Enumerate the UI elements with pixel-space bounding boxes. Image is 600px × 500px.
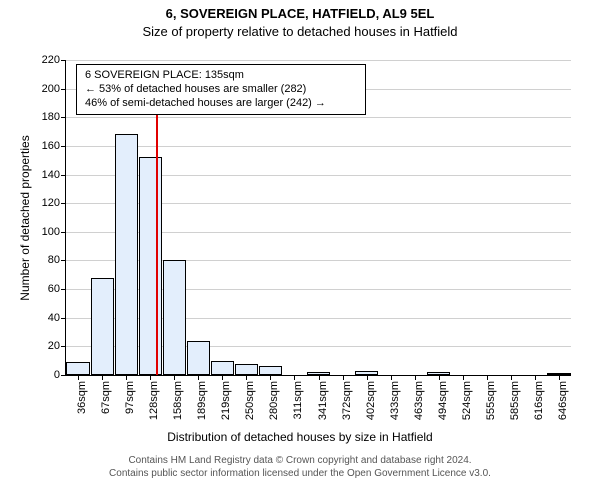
x-tick-label: 219sqm bbox=[220, 381, 232, 420]
x-tick bbox=[126, 375, 127, 380]
y-tick bbox=[61, 346, 66, 347]
page-subtitle: Size of property relative to detached ho… bbox=[0, 24, 600, 39]
y-tick bbox=[61, 146, 66, 147]
y-tick-label: 40 bbox=[48, 312, 60, 324]
histogram-bar bbox=[163, 260, 186, 375]
y-tick-label: 200 bbox=[42, 83, 60, 95]
y-tick-label: 60 bbox=[48, 283, 60, 295]
gridline bbox=[66, 60, 571, 61]
callout-line: ← 53% of detached houses are smaller (28… bbox=[85, 83, 357, 97]
y-tick-label: 100 bbox=[42, 226, 60, 238]
y-tick bbox=[61, 289, 66, 290]
y-axis-label: Number of detached properties bbox=[18, 135, 32, 300]
y-tick bbox=[61, 318, 66, 319]
y-tick bbox=[61, 375, 66, 376]
footer-line-1: Contains HM Land Registry data © Crown c… bbox=[0, 455, 600, 468]
y-tick-label: 180 bbox=[42, 111, 60, 123]
x-tick-label: 402sqm bbox=[365, 381, 377, 420]
y-tick-label: 80 bbox=[48, 254, 60, 266]
x-tick bbox=[294, 375, 295, 380]
callout-box: 6 SOVEREIGN PLACE: 135sqm← 53% of detach… bbox=[76, 64, 366, 115]
x-tick-label: 189sqm bbox=[196, 381, 208, 420]
x-tick-label: 372sqm bbox=[341, 381, 353, 420]
x-axis-label: Distribution of detached houses by size … bbox=[0, 430, 600, 444]
x-tick bbox=[343, 375, 344, 380]
x-tick-label: 585sqm bbox=[509, 381, 521, 420]
gridline bbox=[66, 146, 571, 147]
x-tick-label: 524sqm bbox=[461, 381, 473, 420]
histogram-bar bbox=[211, 361, 234, 375]
histogram-bar bbox=[91, 278, 114, 375]
y-tick-label: 160 bbox=[42, 140, 60, 152]
x-tick-label: 433sqm bbox=[389, 381, 401, 420]
histogram-bar bbox=[66, 362, 89, 375]
y-tick-label: 220 bbox=[42, 54, 60, 66]
chart-container: 6, SOVEREIGN PLACE, HATFIELD, AL9 5EL Si… bbox=[0, 0, 600, 500]
x-tick-label: 311sqm bbox=[292, 381, 304, 419]
x-tick bbox=[222, 375, 223, 380]
x-tick bbox=[319, 375, 320, 380]
x-tick bbox=[198, 375, 199, 380]
gridline bbox=[66, 117, 571, 118]
x-tick bbox=[102, 375, 103, 380]
x-tick bbox=[439, 375, 440, 380]
x-tick-label: 158sqm bbox=[172, 381, 184, 420]
histogram-bar bbox=[139, 157, 162, 375]
page-title: 6, SOVEREIGN PLACE, HATFIELD, AL9 5EL bbox=[0, 6, 600, 21]
y-tick bbox=[61, 232, 66, 233]
y-tick bbox=[61, 175, 66, 176]
y-tick bbox=[61, 260, 66, 261]
x-tick bbox=[174, 375, 175, 380]
callout-line: 46% of semi-detached houses are larger (… bbox=[85, 97, 357, 111]
x-tick bbox=[246, 375, 247, 380]
y-tick bbox=[61, 60, 66, 61]
x-tick bbox=[535, 375, 536, 380]
x-tick bbox=[391, 375, 392, 380]
y-tick-label: 20 bbox=[48, 340, 60, 352]
x-tick-label: 97sqm bbox=[124, 381, 136, 414]
histogram-bar bbox=[259, 366, 282, 375]
x-tick-label: 555sqm bbox=[485, 381, 497, 420]
x-tick-label: 250sqm bbox=[244, 381, 256, 420]
y-tick bbox=[61, 203, 66, 204]
x-tick-label: 128sqm bbox=[148, 381, 160, 420]
x-tick-label: 463sqm bbox=[413, 381, 425, 420]
x-tick bbox=[511, 375, 512, 380]
x-tick-label: 646sqm bbox=[557, 381, 569, 420]
y-tick bbox=[61, 117, 66, 118]
histogram-bar bbox=[187, 341, 210, 375]
y-tick-label: 0 bbox=[54, 369, 60, 381]
x-tick-label: 494sqm bbox=[437, 381, 449, 420]
x-tick bbox=[463, 375, 464, 380]
plot-area: 02040608010012014016018020022036sqm67sqm… bbox=[65, 60, 571, 376]
histogram-bar bbox=[115, 134, 138, 375]
x-tick-label: 616sqm bbox=[533, 381, 545, 420]
attribution-footer: Contains HM Land Registry data © Crown c… bbox=[0, 455, 600, 480]
x-tick bbox=[150, 375, 151, 380]
x-tick-label: 280sqm bbox=[268, 381, 280, 420]
y-tick bbox=[61, 89, 66, 90]
x-tick bbox=[78, 375, 79, 380]
y-tick-label: 120 bbox=[42, 197, 60, 209]
x-tick bbox=[487, 375, 488, 380]
x-tick bbox=[559, 375, 560, 380]
x-tick bbox=[367, 375, 368, 380]
histogram-bar bbox=[235, 364, 258, 375]
callout-line: 6 SOVEREIGN PLACE: 135sqm bbox=[85, 69, 357, 83]
property-marker-line bbox=[156, 76, 158, 375]
x-tick-label: 341sqm bbox=[317, 381, 329, 420]
y-tick-label: 140 bbox=[42, 169, 60, 181]
footer-line-2: Contains public sector information licen… bbox=[0, 468, 600, 481]
x-tick bbox=[270, 375, 271, 380]
x-tick-label: 67sqm bbox=[100, 381, 112, 414]
x-tick bbox=[415, 375, 416, 380]
x-tick-label: 36sqm bbox=[76, 381, 88, 414]
